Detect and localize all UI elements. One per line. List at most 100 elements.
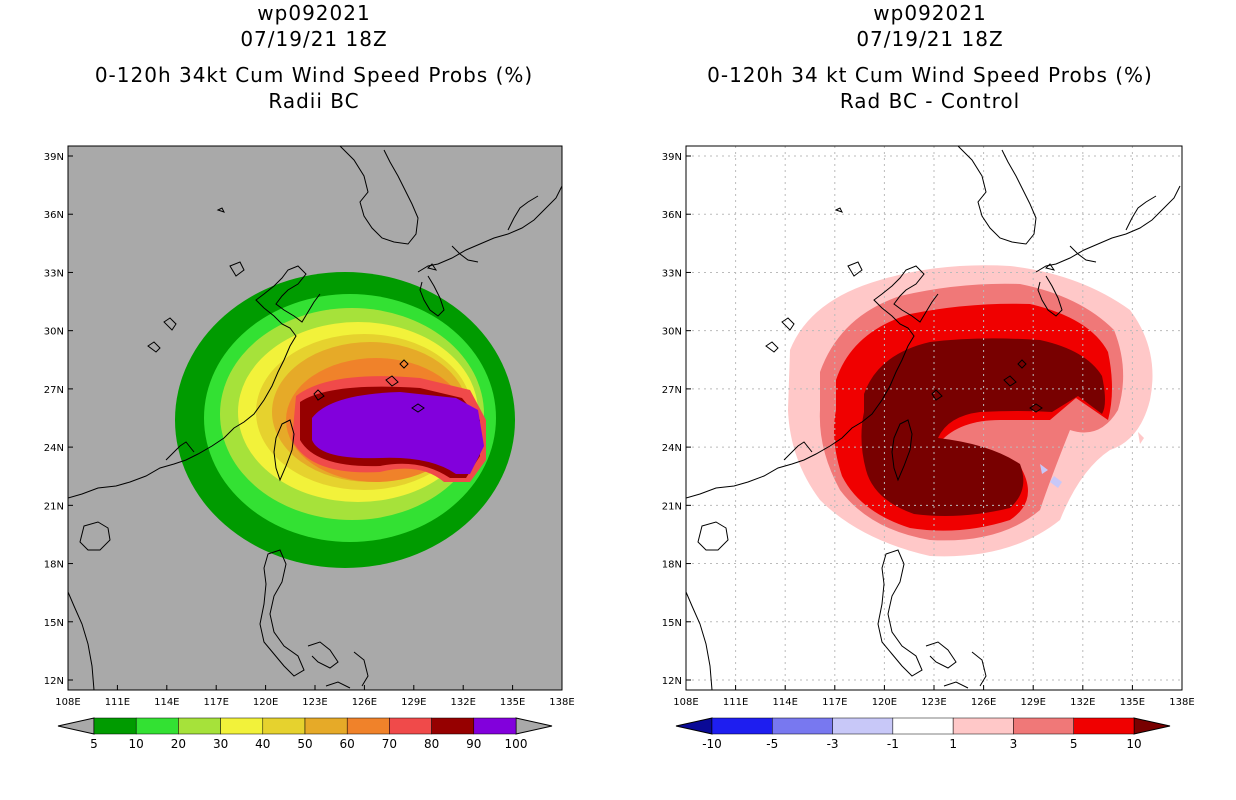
lon-label: 114E — [772, 697, 797, 708]
colorbar-label: 5 — [90, 737, 98, 751]
lon-label: 108E — [673, 697, 698, 708]
left-datetime: 07/19/21 18Z — [240, 27, 388, 51]
colorbar-label: 50 — [297, 737, 312, 751]
lat-label: 27N — [662, 385, 682, 396]
right-subtitle: Rad BC - Control — [839, 89, 1021, 113]
lat-label: 27N — [44, 385, 64, 396]
colorbar-swatch — [772, 717, 833, 735]
colorbar-label: 70 — [382, 737, 397, 751]
colorbar-left-arrow — [675, 717, 713, 735]
colorbar-swatch — [832, 717, 894, 735]
colorbar-label: 10 — [129, 737, 144, 751]
lat-label: 21N — [44, 501, 64, 512]
colorbar-swatch — [473, 717, 517, 735]
lat-label: 15N — [662, 618, 682, 629]
left-product-title: 0-120h 34kt Cum Wind Speed Probs (%) — [94, 63, 534, 87]
lat-label: 33N — [44, 268, 64, 279]
lat-label: 24N — [662, 443, 682, 454]
right-gridlines — [686, 146, 1182, 690]
colorbar-swatch — [304, 717, 348, 735]
lon-label: 120E — [872, 697, 897, 708]
lat-label: 18N — [44, 560, 64, 571]
left-title: wp092021 07/19/21 18Z 0-120h 34kt Cum Wi… — [64, 0, 564, 114]
right-lon-labels: 108E 111E 114E 117E 120E 123E 126E 129E 132E 135E… — [673, 685, 1195, 708]
lon-label: 132E — [1070, 697, 1095, 708]
lon-label: 138E — [549, 697, 574, 708]
lon-label: 123E — [921, 697, 946, 708]
colorbar-left-arrow — [57, 717, 95, 735]
lon-label: 120E — [253, 697, 278, 708]
colorbar-label: 3 — [1010, 737, 1018, 751]
left-probability-contours — [68, 146, 562, 690]
lon-label: 114E — [154, 697, 179, 708]
colorbar-label: 30 — [213, 737, 228, 751]
colorbar-label: 20 — [171, 737, 186, 751]
lat-label: 39N — [44, 152, 64, 163]
lon-label: 126E — [971, 697, 996, 708]
colorbar-label: -5 — [766, 737, 778, 751]
right-storm-id: wp092021 — [873, 1, 987, 25]
colorbar-swatch — [389, 717, 432, 735]
colorbar-right-arrow — [515, 717, 553, 735]
lat-label: 39N — [662, 152, 682, 163]
colorbar-swatch — [178, 717, 221, 735]
lat-label: 30N — [662, 327, 682, 338]
colorbar-swatch — [135, 717, 179, 735]
colorbar-label: 1 — [949, 737, 957, 751]
lon-label: 135E — [1120, 697, 1145, 708]
lat-label: 12N — [662, 676, 682, 687]
right-difference-contours — [686, 146, 1182, 690]
colorbar-swatch — [93, 717, 137, 735]
lon-label: 117E — [822, 697, 847, 708]
lat-label: 18N — [662, 560, 682, 571]
colorbar-swatch — [431, 717, 475, 735]
lon-label: 117E — [203, 697, 228, 708]
colorbar-swatch — [1013, 717, 1074, 735]
colorbar-label: 90 — [466, 737, 481, 751]
left-map: 39N 36N 33N 30N 27N 24N 21N 18N 15N 12N 108E 111E 1… — [44, 145, 575, 751]
lat-label: 12N — [44, 676, 64, 687]
colorbar-label: 100 — [505, 737, 528, 751]
left-colorbar: 5 10 20 30 40 50 60 70 80 90 100 — [57, 717, 553, 751]
right-product-title: 0-120h 34 kt Cum Wind Speed Probs (%) — [707, 63, 1153, 87]
colorbar-label: 40 — [255, 737, 270, 751]
colorbar-swatch — [711, 717, 773, 735]
colorbar-swatch — [1073, 717, 1135, 735]
lat-label: 24N — [44, 443, 64, 454]
colorbar-right-arrow — [1133, 717, 1171, 735]
right-lat-labels: 39N 36N 33N 30N 27N 24N 21N 18N 15N 12N — [662, 152, 691, 687]
lon-label: 111E — [105, 697, 130, 708]
colorbar-swatch — [220, 717, 264, 735]
lat-label: 33N — [662, 268, 682, 279]
colorbar-label: 80 — [424, 737, 439, 751]
colorbar-label: -3 — [827, 737, 839, 751]
colorbar-swatch — [346, 717, 390, 735]
colorbar-label: -1 — [887, 737, 899, 751]
lat-label: 30N — [44, 327, 64, 338]
lon-label: 108E — [55, 697, 80, 708]
lon-label: 126E — [352, 697, 377, 708]
colorbar-swatch — [952, 717, 1014, 735]
colorbar-label: 60 — [340, 737, 355, 751]
lat-label: 36N — [662, 210, 682, 221]
colorbar-label: -10 — [702, 737, 722, 751]
lat-label: 21N — [662, 501, 682, 512]
colorbar-label: 5 — [1070, 737, 1078, 751]
lat-label: 15N — [44, 618, 64, 629]
lon-label: 132E — [450, 697, 475, 708]
colorbar-label: 10 — [1126, 737, 1141, 751]
colorbar-swatch — [892, 717, 954, 735]
lon-label: 135E — [500, 697, 525, 708]
right-title: wp092021 07/19/21 18Z 0-120h 34 kt Cum W… — [680, 0, 1180, 114]
colorbar-swatch — [262, 717, 306, 735]
right-datetime: 07/19/21 18Z — [856, 27, 1004, 51]
left-lon-labels: 108E 111E 114E 117E 120E 123E 126E 129E 132E 135E… — [55, 685, 575, 708]
lat-label: 36N — [44, 210, 64, 221]
right-colorbar: -10 -5 -3 -1 1 3 5 10 — [675, 717, 1171, 751]
left-subtitle: Radii BC — [268, 89, 360, 113]
lon-label: 138E — [1169, 697, 1194, 708]
lon-label: 129E — [1020, 697, 1045, 708]
left-lat-labels: 39N 36N 33N 30N 27N 24N 21N 18N 15N 12N — [44, 152, 73, 687]
